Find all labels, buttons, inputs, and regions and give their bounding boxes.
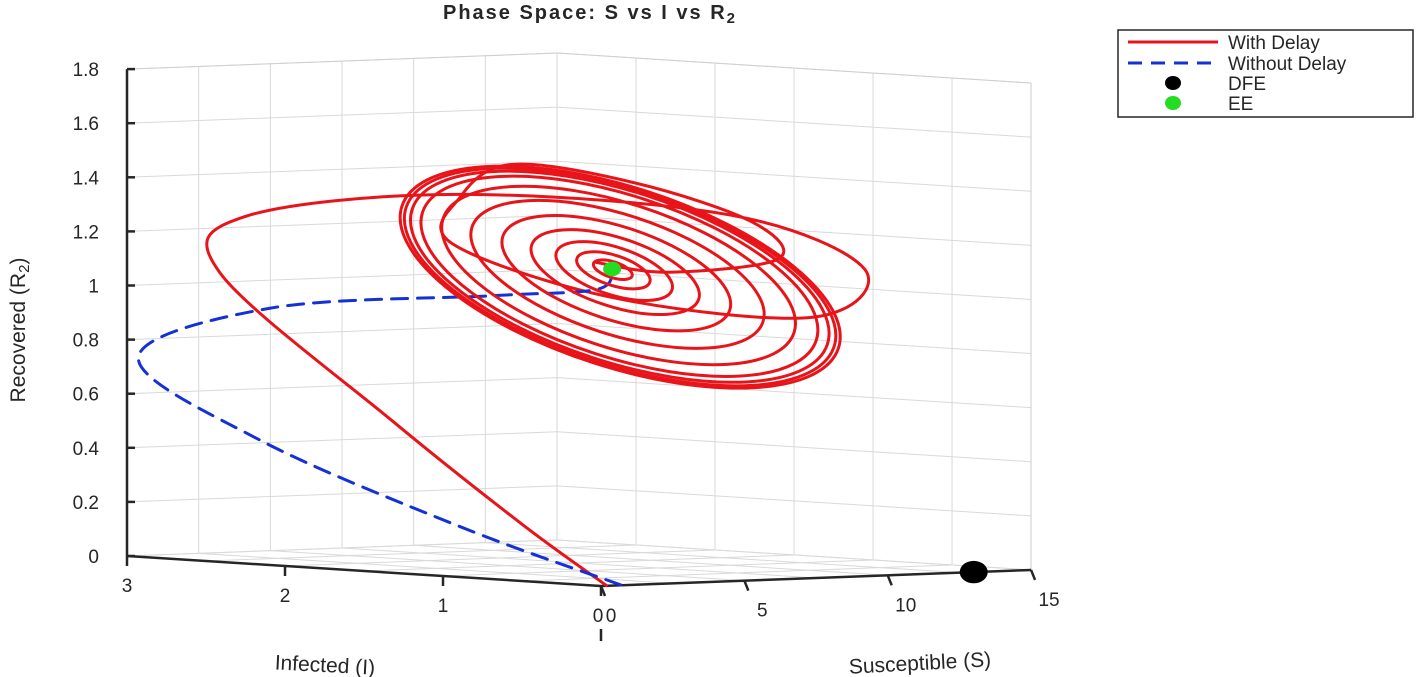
with-delay-orbit-ring (409, 169, 831, 384)
dfe-marker (959, 560, 988, 584)
z-tick-label: 0.8 (73, 331, 99, 352)
legend-label-without-delay: Without Delay (1228, 54, 1347, 75)
grid-line (341, 547, 817, 579)
grid-line (413, 544, 888, 576)
series-without-delay-line (136, 267, 623, 587)
with-delay-orbit-ring (440, 184, 797, 367)
x-axis-line (126, 554, 602, 588)
z-axis-label-suffix: ) (7, 258, 30, 265)
z-tick-label: 1.4 (73, 168, 100, 189)
grid-line (485, 542, 960, 574)
z-tick-label: 1.8 (73, 60, 99, 81)
legend-label-with-delay: With Delay (1228, 33, 1320, 54)
x-tick-label: 2 (280, 586, 291, 607)
z-axis-label-main: Recovered (R (7, 273, 30, 403)
z-axis-label-subscript: 2 (16, 265, 33, 273)
chart-title-subscript: 2 (727, 10, 737, 27)
series-layer (136, 162, 871, 587)
with-delay-orbit-ring (398, 164, 842, 390)
y-tick-mark (599, 585, 607, 597)
with-delay-orbit-ring (469, 198, 766, 350)
ee-marker (603, 261, 622, 277)
z-tick-label: 0.6 (73, 385, 99, 406)
z-tick-label: 1.2 (73, 222, 99, 243)
with-delay-orbit-ring (529, 228, 701, 317)
chart-title-main: Phase Space: S vs I vs R (443, 2, 727, 24)
box-edge (126, 52, 558, 70)
markers-layer (603, 261, 988, 584)
box-edge (557, 52, 1032, 84)
chart-title: Phase Space: S vs I vs R2 (443, 2, 737, 27)
grid-line (270, 550, 745, 582)
axes-layer (125, 67, 1037, 641)
grid-line (557, 539, 1032, 571)
legend-marker-dfe (1165, 76, 1181, 90)
y-tick-label: 10 (895, 595, 916, 616)
legend-label-dfe: DFE (1228, 74, 1266, 95)
x-tick-label: 1 (438, 596, 449, 617)
grid-line (198, 552, 673, 584)
y-tick-mark (743, 580, 750, 592)
x-tick-label: 3 (122, 576, 133, 597)
legend-label-ee: EE (1228, 94, 1253, 115)
with-delay-orbit-ring (591, 258, 634, 281)
series-with-delay-line (205, 162, 871, 587)
z-tick-label: 1.6 (73, 114, 99, 135)
z-axis-label: Recovered (R2) (7, 258, 33, 403)
with-delay-orbit-ring (554, 240, 674, 303)
legend-marker-ee (1165, 96, 1181, 110)
z-tick-label: 0 (88, 547, 99, 568)
y-tick-mark (1029, 569, 1037, 581)
y-axis-line (600, 568, 1032, 588)
z-tick-label: 0.4 (73, 439, 100, 460)
with-delay-orbit-ring (419, 174, 820, 378)
with-delay-orbit-ring (575, 250, 652, 291)
legend: With Delay Without Delay DFE EE (1117, 29, 1414, 118)
tick-labels-layer: 0 1 2 3 0 5 10 15 0 0.2 0.4 0.6 0.8 1 1.2 1.4 1.6 1.8 (73, 60, 1060, 627)
with-delay-orbit-ring (500, 214, 733, 333)
y-tick-label: 5 (757, 601, 768, 622)
y-tick-mark (886, 574, 893, 586)
z-tick-label: 0.2 (73, 493, 99, 514)
z-tick-label: 1 (88, 277, 99, 298)
x-axis-label: Infected (I) (274, 651, 375, 677)
with-delay-orbit-ring (402, 166, 838, 388)
y-tick-label: 15 (1038, 590, 1059, 611)
x-tick-label: 0 (593, 606, 604, 627)
y-tick-label: 0 (606, 606, 617, 627)
